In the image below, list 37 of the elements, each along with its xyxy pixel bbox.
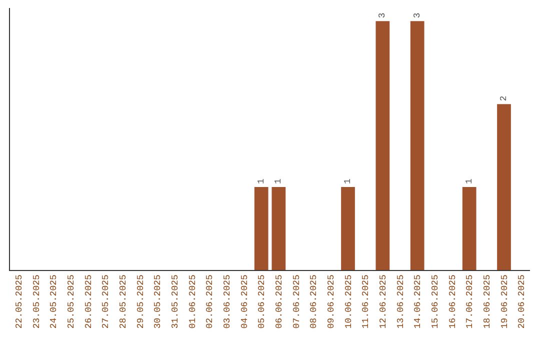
x-tick-label: 23.05.2025 [32,274,42,329]
x-tick-label: 29.05.2025 [136,274,146,329]
x-tick-label: 25.05.2025 [66,274,77,329]
x-tick-label: 20.06.2025 [517,274,528,329]
data-label: 3 [412,12,422,18]
x-tick-label: 05.06.2025 [257,274,268,329]
x-tick-label: 26.05.2025 [84,274,94,329]
data-label: 1 [256,178,266,184]
data-label: 1 [464,178,474,184]
x-tick-label: 04.06.2025 [240,274,250,329]
x-tick-label: 30.05.2025 [153,274,164,329]
x-tick-label: 22.05.2025 [14,274,25,329]
x-tick-label: 19.06.2025 [500,274,510,329]
x-tick-label: 31.05.2025 [170,274,181,329]
x-tick-label: 08.06.2025 [309,274,320,329]
x-tick-label: 07.06.2025 [292,274,302,329]
x-tick-label: 15.06.2025 [430,274,441,329]
x-tick-label: 01.06.2025 [188,274,198,329]
x-tick-label: 13.06.2025 [396,274,406,329]
x-tick-label: 16.06.2025 [448,274,458,329]
x-tick-label: 11.06.2025 [361,274,372,329]
data-label: 3 [378,12,388,18]
data-label: 1 [343,178,353,184]
x-tick-label: 10.06.2025 [344,274,354,329]
x-tick-label: 06.06.2025 [274,274,285,329]
x-tick-label: 12.06.2025 [378,274,389,329]
x-tick-label: 14.06.2025 [413,274,424,329]
x-tick-label: 17.06.2025 [465,274,476,329]
x-tick-label: 03.06.2025 [222,274,233,329]
x-tick-label: 09.06.2025 [326,274,337,329]
x-tick-label: 28.05.2025 [118,274,129,329]
x-tick-label: 27.05.2025 [101,274,112,329]
data-label: 2 [499,96,509,102]
x-tick-label: 18.06.2025 [482,274,493,329]
data-label: 1 [274,178,284,184]
x-tick-label: 02.06.2025 [205,274,216,329]
x-tick-label: 24.05.2025 [49,274,60,329]
